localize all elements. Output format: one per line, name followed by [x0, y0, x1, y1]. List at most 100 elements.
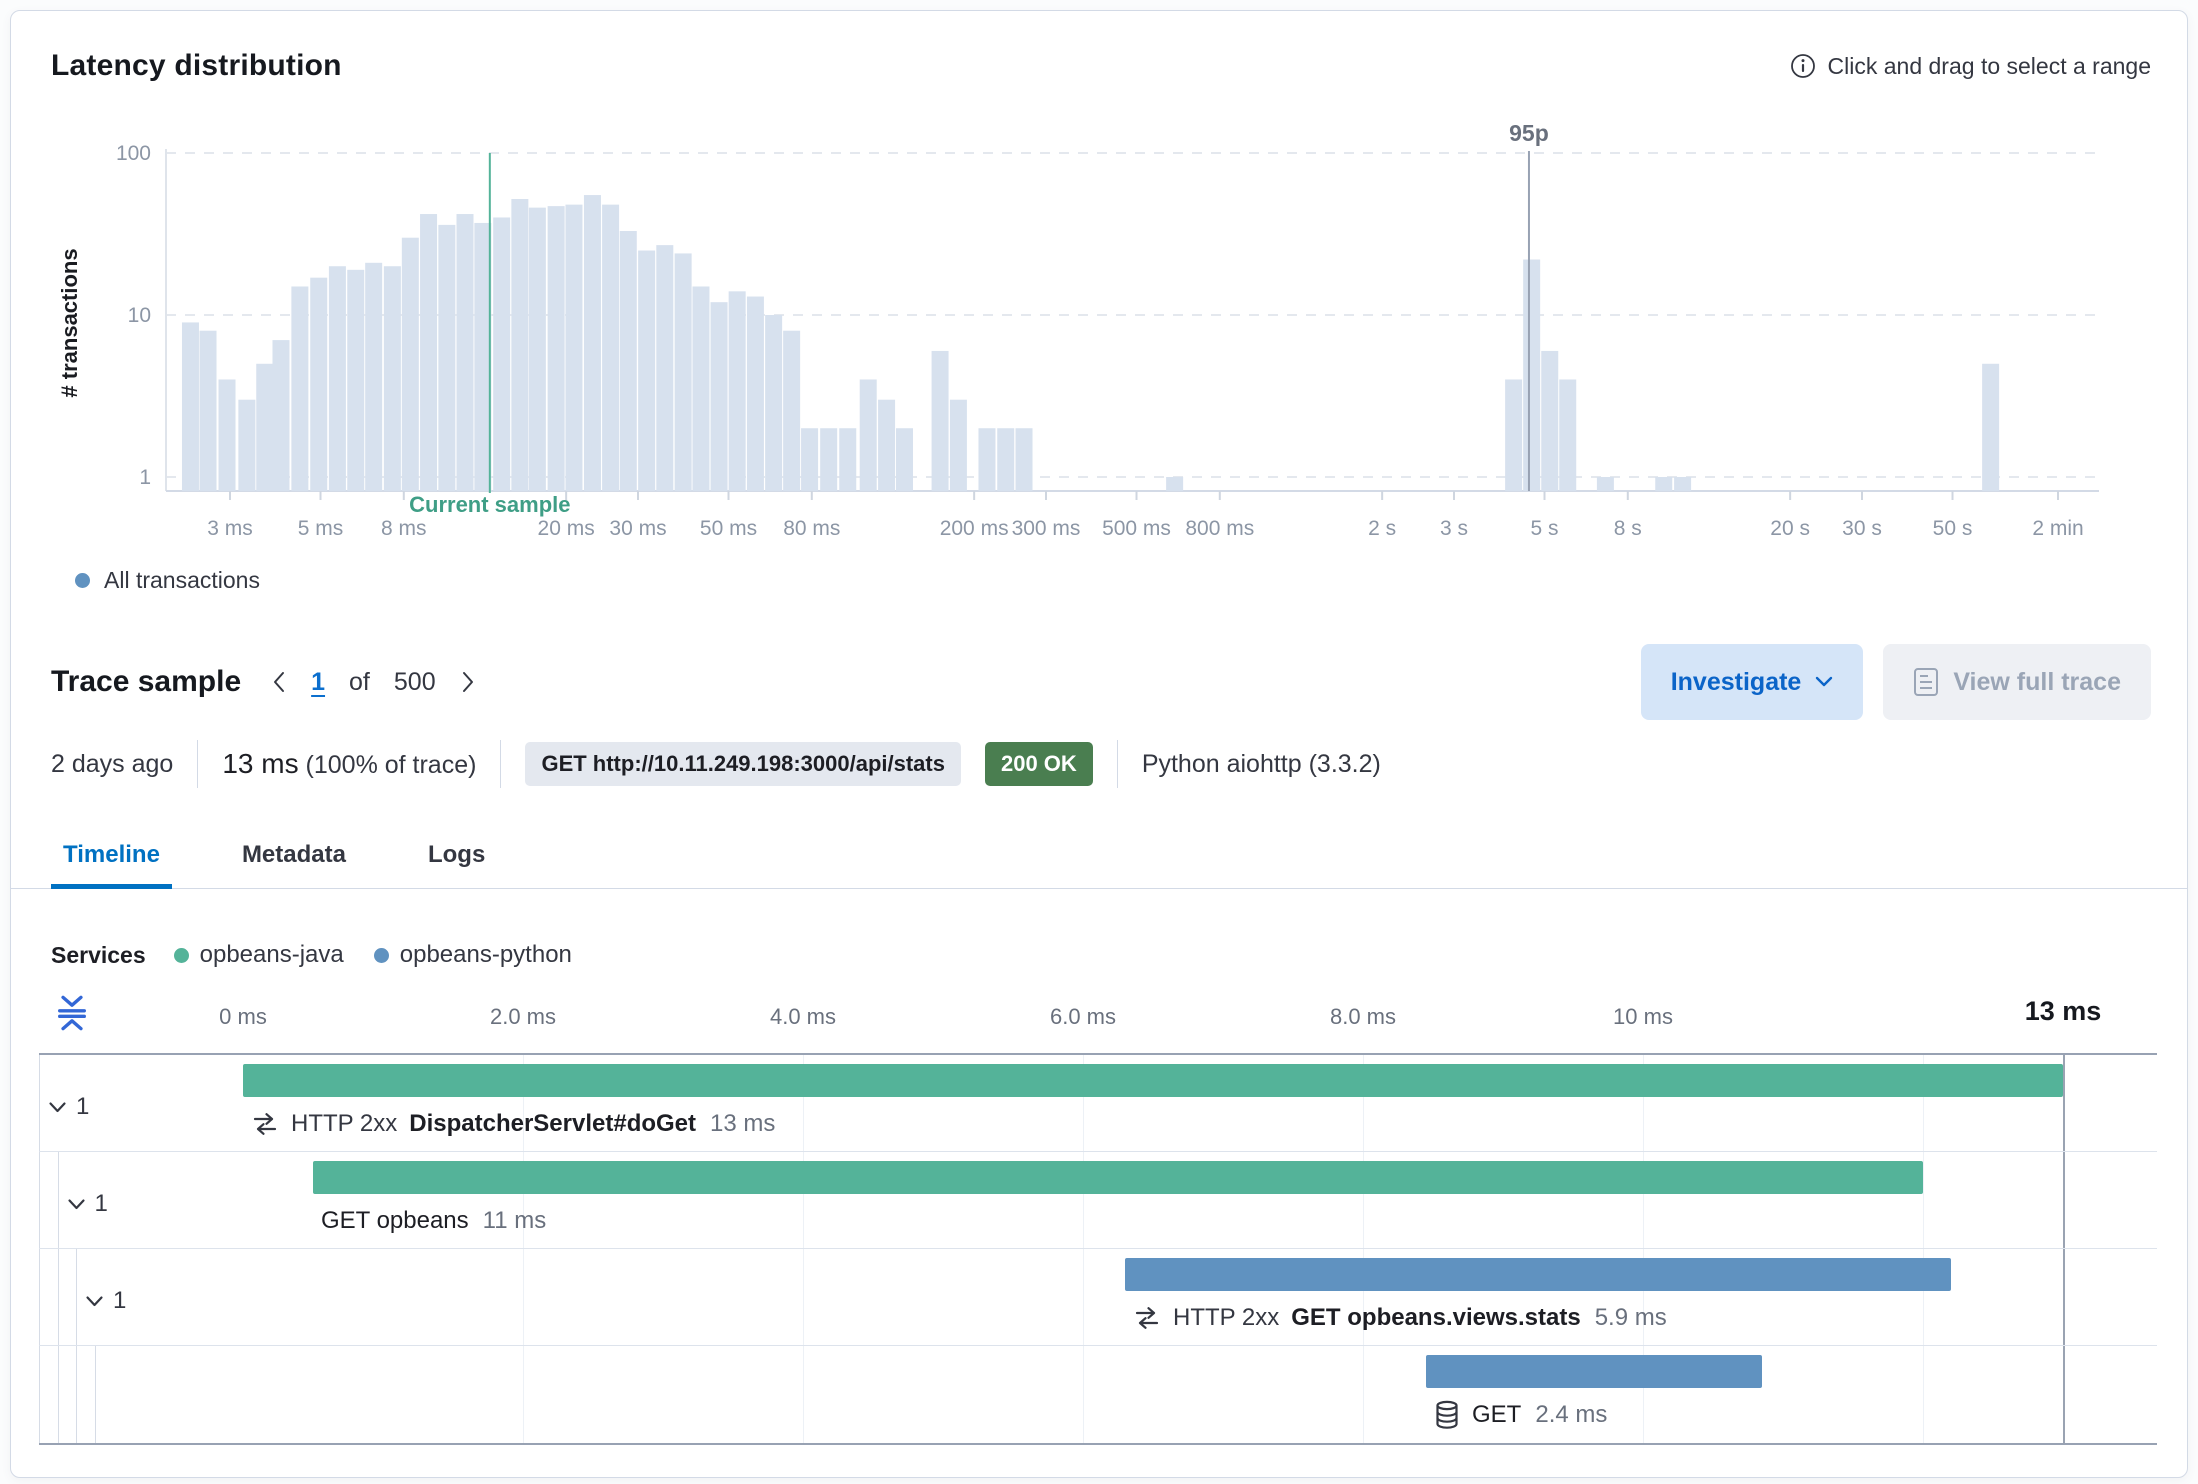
histogram-bar[interactable]	[199, 330, 217, 491]
histogram-bar[interactable]	[328, 266, 346, 491]
chevron-down-icon	[86, 1295, 103, 1306]
span-label[interactable]: GET 2.4 ms	[1434, 1393, 1607, 1437]
waterfall-row[interactable]: 1 HTTP 2xx DispatcherServlet#doGet 13 ms	[39, 1055, 2157, 1152]
span-bar[interactable]	[313, 1161, 1923, 1194]
histogram-bar[interactable]	[238, 399, 256, 491]
waterfall-row[interactable]: 1 HTTP 2xx GET opbeans.views.stats 5.9 ms	[39, 1249, 2157, 1346]
histogram-bar[interactable]	[602, 204, 620, 491]
x-tick: 800 ms	[1185, 517, 1254, 540]
histogram-bar[interactable]	[310, 277, 328, 491]
histogram-bar[interactable]	[493, 217, 511, 491]
histogram-bar[interactable]	[565, 204, 583, 491]
service-legend-opbeans-python: opbeans-python	[373, 941, 572, 969]
histogram-bar[interactable]	[692, 286, 710, 491]
histogram-bar[interactable]	[978, 428, 996, 491]
span-label[interactable]: HTTP 2xx DispatcherServlet#doGet 13 ms	[251, 1102, 775, 1146]
histogram-bar[interactable]	[710, 302, 728, 491]
histogram-bar[interactable]	[1982, 363, 2000, 491]
accordion-guide	[39, 1055, 40, 1443]
histogram-bar[interactable]	[638, 250, 656, 491]
x-tick: 300 ms	[1012, 517, 1081, 540]
histogram-bar[interactable]	[674, 253, 692, 491]
x-tick: 20 s	[1770, 517, 1810, 540]
http-icon	[1135, 1307, 1159, 1329]
x-tick: 3 s	[1440, 517, 1468, 540]
latency-header: Latency distribution Click and drag to s…	[51, 49, 2151, 83]
histogram-bar[interactable]	[949, 399, 967, 491]
histogram-bar[interactable]	[1166, 477, 1184, 491]
histogram-bar[interactable]	[746, 296, 764, 491]
span-label[interactable]: GET opbeans 11 ms	[321, 1199, 546, 1243]
histogram-bar[interactable]	[1541, 350, 1559, 491]
p95-label: 95p	[1509, 120, 1549, 146]
waterfall-row[interactable]: GET 2.4 ms	[39, 1346, 2157, 1443]
trace-end-line	[2063, 1055, 2065, 1443]
histogram-bar[interactable]	[878, 399, 896, 491]
histogram-bar[interactable]	[656, 245, 674, 491]
row-expand-toggle[interactable]: 1	[85, 1287, 126, 1315]
histogram-bar[interactable]	[528, 207, 546, 491]
histogram-bar[interactable]	[801, 428, 819, 491]
histogram-bar[interactable]	[765, 315, 783, 491]
tab-metadata[interactable]: Metadata	[241, 841, 346, 868]
histogram-bar[interactable]	[1655, 477, 1673, 491]
histogram-bar[interactable]	[474, 222, 492, 491]
histogram-bar[interactable]	[511, 199, 529, 492]
histogram-bar[interactable]	[619, 231, 637, 492]
span-label[interactable]: HTTP 2xx GET opbeans.views.stats 5.9 ms	[1133, 1296, 1667, 1340]
histogram-bar[interactable]	[583, 195, 601, 491]
histogram-bar[interactable]	[1596, 477, 1614, 491]
divider	[500, 740, 502, 788]
histogram-bar[interactable]	[347, 269, 365, 491]
histogram-bar[interactable]	[181, 322, 199, 491]
child-count: 1	[76, 1093, 90, 1120]
histogram-bar[interactable]	[728, 291, 746, 491]
histogram-bar[interactable]	[1015, 428, 1033, 491]
next-sample-button[interactable]	[460, 670, 476, 694]
status-code-badge: 200 OK	[984, 742, 1093, 786]
row-expand-toggle[interactable]: 1	[67, 1190, 108, 1218]
histogram-bar[interactable]	[256, 363, 274, 491]
histogram-bar[interactable]	[931, 350, 949, 491]
histogram-bar[interactable]	[1523, 259, 1541, 491]
histogram-bar[interactable]	[997, 428, 1015, 491]
histogram-bar[interactable]	[272, 340, 290, 491]
collapse-all-button[interactable]	[53, 994, 91, 1035]
span-bar[interactable]	[1426, 1355, 1762, 1388]
histogram-bar[interactable]	[839, 428, 857, 491]
span-bar[interactable]	[1125, 1258, 1951, 1291]
histogram-bar[interactable]	[783, 330, 801, 491]
histogram-bar[interactable]	[1559, 379, 1577, 491]
tab-logs[interactable]: Logs	[427, 841, 486, 868]
view-full-trace-button[interactable]: View full trace	[1883, 644, 2151, 720]
histogram-bar[interactable]	[218, 379, 236, 491]
span-prefix: HTTP 2xx	[1173, 1304, 1280, 1331]
pager-total: 500	[393, 667, 436, 696]
histogram-bar[interactable]	[456, 214, 474, 491]
histogram-bar[interactable]	[383, 266, 401, 491]
histogram-bar[interactable]	[1505, 379, 1523, 491]
histogram-bar[interactable]	[896, 428, 914, 491]
tab-timeline[interactable]: Timeline	[51, 827, 172, 889]
x-tick: 200 ms	[940, 517, 1009, 540]
histogram-bar[interactable]	[1674, 477, 1692, 491]
all-transactions-legend[interactable]: All transactions	[75, 567, 260, 594]
span-bar[interactable]	[243, 1064, 2063, 1097]
prev-sample-button[interactable]	[271, 670, 287, 694]
waterfall-row[interactable]: 1 GET opbeans 11 ms	[39, 1152, 2157, 1249]
histogram-bar[interactable]	[820, 428, 838, 491]
histogram-bar[interactable]	[291, 286, 309, 491]
histogram-bar[interactable]	[365, 262, 383, 491]
histogram-bar[interactable]	[859, 379, 877, 491]
current-page-link[interactable]: 1	[311, 667, 326, 696]
histogram-bar[interactable]	[547, 206, 565, 491]
trace-sample-title: Trace sample	[51, 665, 242, 698]
investigate-button[interactable]: Investigate	[1640, 644, 1864, 720]
http-icon	[253, 1113, 277, 1135]
histogram-bar[interactable]	[401, 237, 419, 491]
histogram-bar[interactable]	[420, 214, 438, 491]
latency-histogram[interactable]: 100 10 1 # transactions 3 ms 5 ms 8 ms 20 ms 30 …	[11, 11, 2179, 567]
row-expand-toggle[interactable]: 1	[48, 1093, 89, 1121]
histogram-bar[interactable]	[438, 224, 456, 491]
request-url-badge: GET http://10.11.249.198:3000/api/stats	[525, 742, 961, 786]
